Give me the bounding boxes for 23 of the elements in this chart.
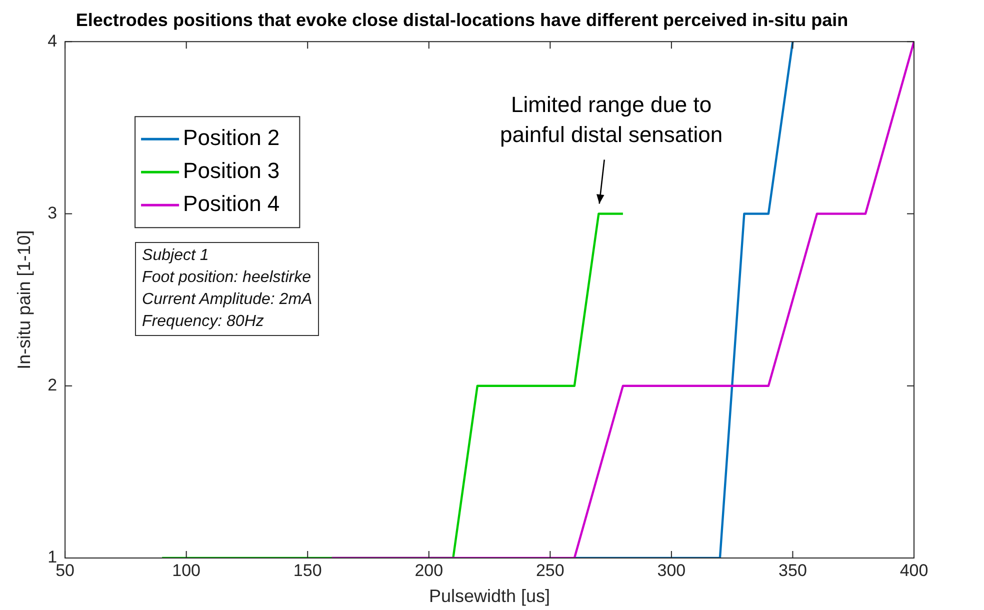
x-tick-label: 250 [536,560,564,580]
annotation: Frequency: 80Hz [142,312,265,332]
x-tick-label: 300 [657,560,686,580]
legend-label: Position 4 [183,191,280,216]
chart-title: Electrodes positions that evoke close distal-locations have different perceived in-situ pain [76,10,848,30]
x-tick-label: 150 [293,560,322,580]
x-tick-label: 400 [900,560,928,580]
x-axis-title: Pulsewidth [us] [428,586,550,606]
y-tick-label: 4 [48,31,58,50]
annotation: Current Amplitude: 2mA [142,290,312,310]
y-tick-label: 2 [48,376,58,395]
y-tick-label: 1 [48,548,58,567]
legend-label: Position 2 [183,125,280,150]
x-tick-label: 50 [56,560,75,580]
annotation: Limited range due to painful distal sensation [500,92,723,147]
annotation: Foot position: heelstirke [142,268,312,288]
annotation: Subject 1 [142,246,210,266]
legend-label: Position 3 [183,158,280,184]
y-axis-title: In-situ pain [1-10] [14,230,34,370]
x-tick-label: 100 [172,560,201,580]
x-tick-label: 350 [778,560,807,580]
y-tick-label: 3 [48,203,58,222]
x-tick-label: 200 [414,560,444,580]
